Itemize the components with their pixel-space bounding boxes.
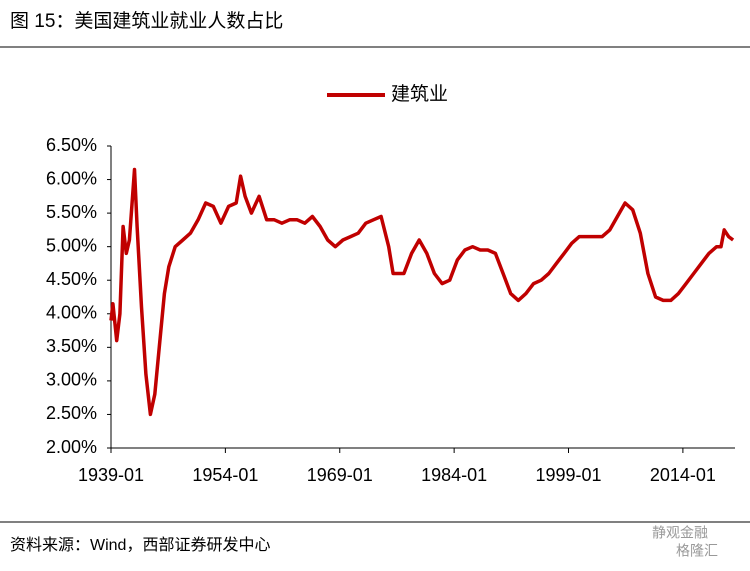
x-tick-label: 1999-01 <box>535 465 601 485</box>
legend-label: 建筑业 <box>391 83 448 105</box>
y-tick-label: 6.00% <box>46 168 97 188</box>
x-tick-label: 1939-01 <box>78 465 144 485</box>
y-tick-label: 5.00% <box>46 235 97 255</box>
y-tick-label: 6.50% <box>46 135 97 155</box>
y-tick-label: 4.00% <box>46 303 97 323</box>
y-tick-label: 4.50% <box>46 269 97 289</box>
data-line <box>109 167 735 417</box>
x-tick-label: 1984-01 <box>421 465 487 485</box>
chart-title: 图 15：美国建筑业就业人数占比 <box>10 10 283 32</box>
y-tick-label: 2.50% <box>46 403 97 423</box>
watermark: 格隆汇 <box>676 543 718 559</box>
x-tick-label: 1969-01 <box>307 465 373 485</box>
y-tick-label: 2.00% <box>46 437 97 457</box>
y-tick-label: 5.50% <box>46 202 97 222</box>
x-tick-label: 1954-01 <box>192 465 258 485</box>
source-note: 资料来源：Wind，西部证券研发中心 <box>10 536 270 554</box>
y-tick-label: 3.50% <box>46 336 97 356</box>
y-tick-label: 3.00% <box>46 370 97 390</box>
x-tick-label: 2014-01 <box>650 465 716 485</box>
watermark: 静观金融 <box>652 525 708 541</box>
